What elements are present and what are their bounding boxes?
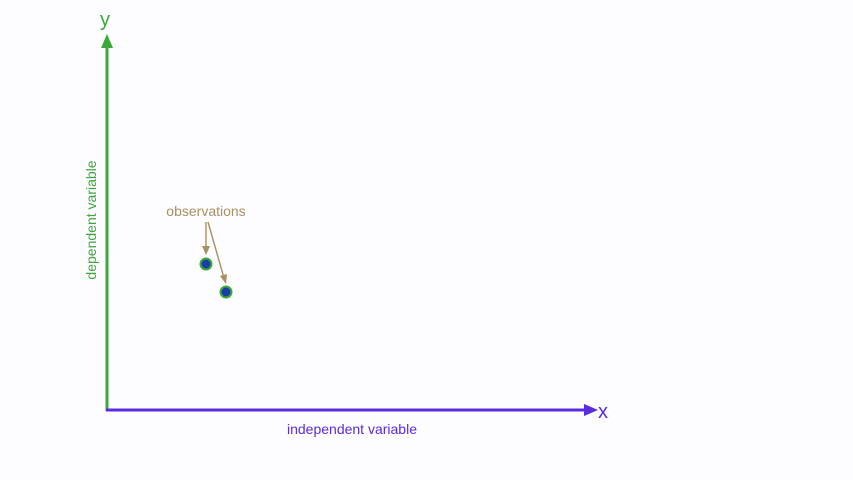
x-axis-arrowhead — [584, 404, 598, 416]
observation-point-1 — [199, 257, 213, 271]
x-axis-label: independent variable — [287, 421, 417, 437]
y-axis — [101, 34, 113, 411]
annotation-arrows — [202, 221, 227, 284]
arrowhead-1 — [202, 246, 210, 255]
arrow-to-point-2 — [207, 221, 225, 279]
arrowhead-2 — [220, 274, 227, 284]
observation-point-2 — [219, 285, 233, 299]
y-axis-label: dependent variable — [83, 160, 99, 279]
y-axis-letter: y — [100, 9, 110, 31]
x-axis-letter: x — [598, 401, 608, 423]
y-axis-arrowhead — [101, 34, 113, 48]
x-axis — [106, 404, 598, 416]
observations-annotation: observations — [166, 203, 245, 219]
